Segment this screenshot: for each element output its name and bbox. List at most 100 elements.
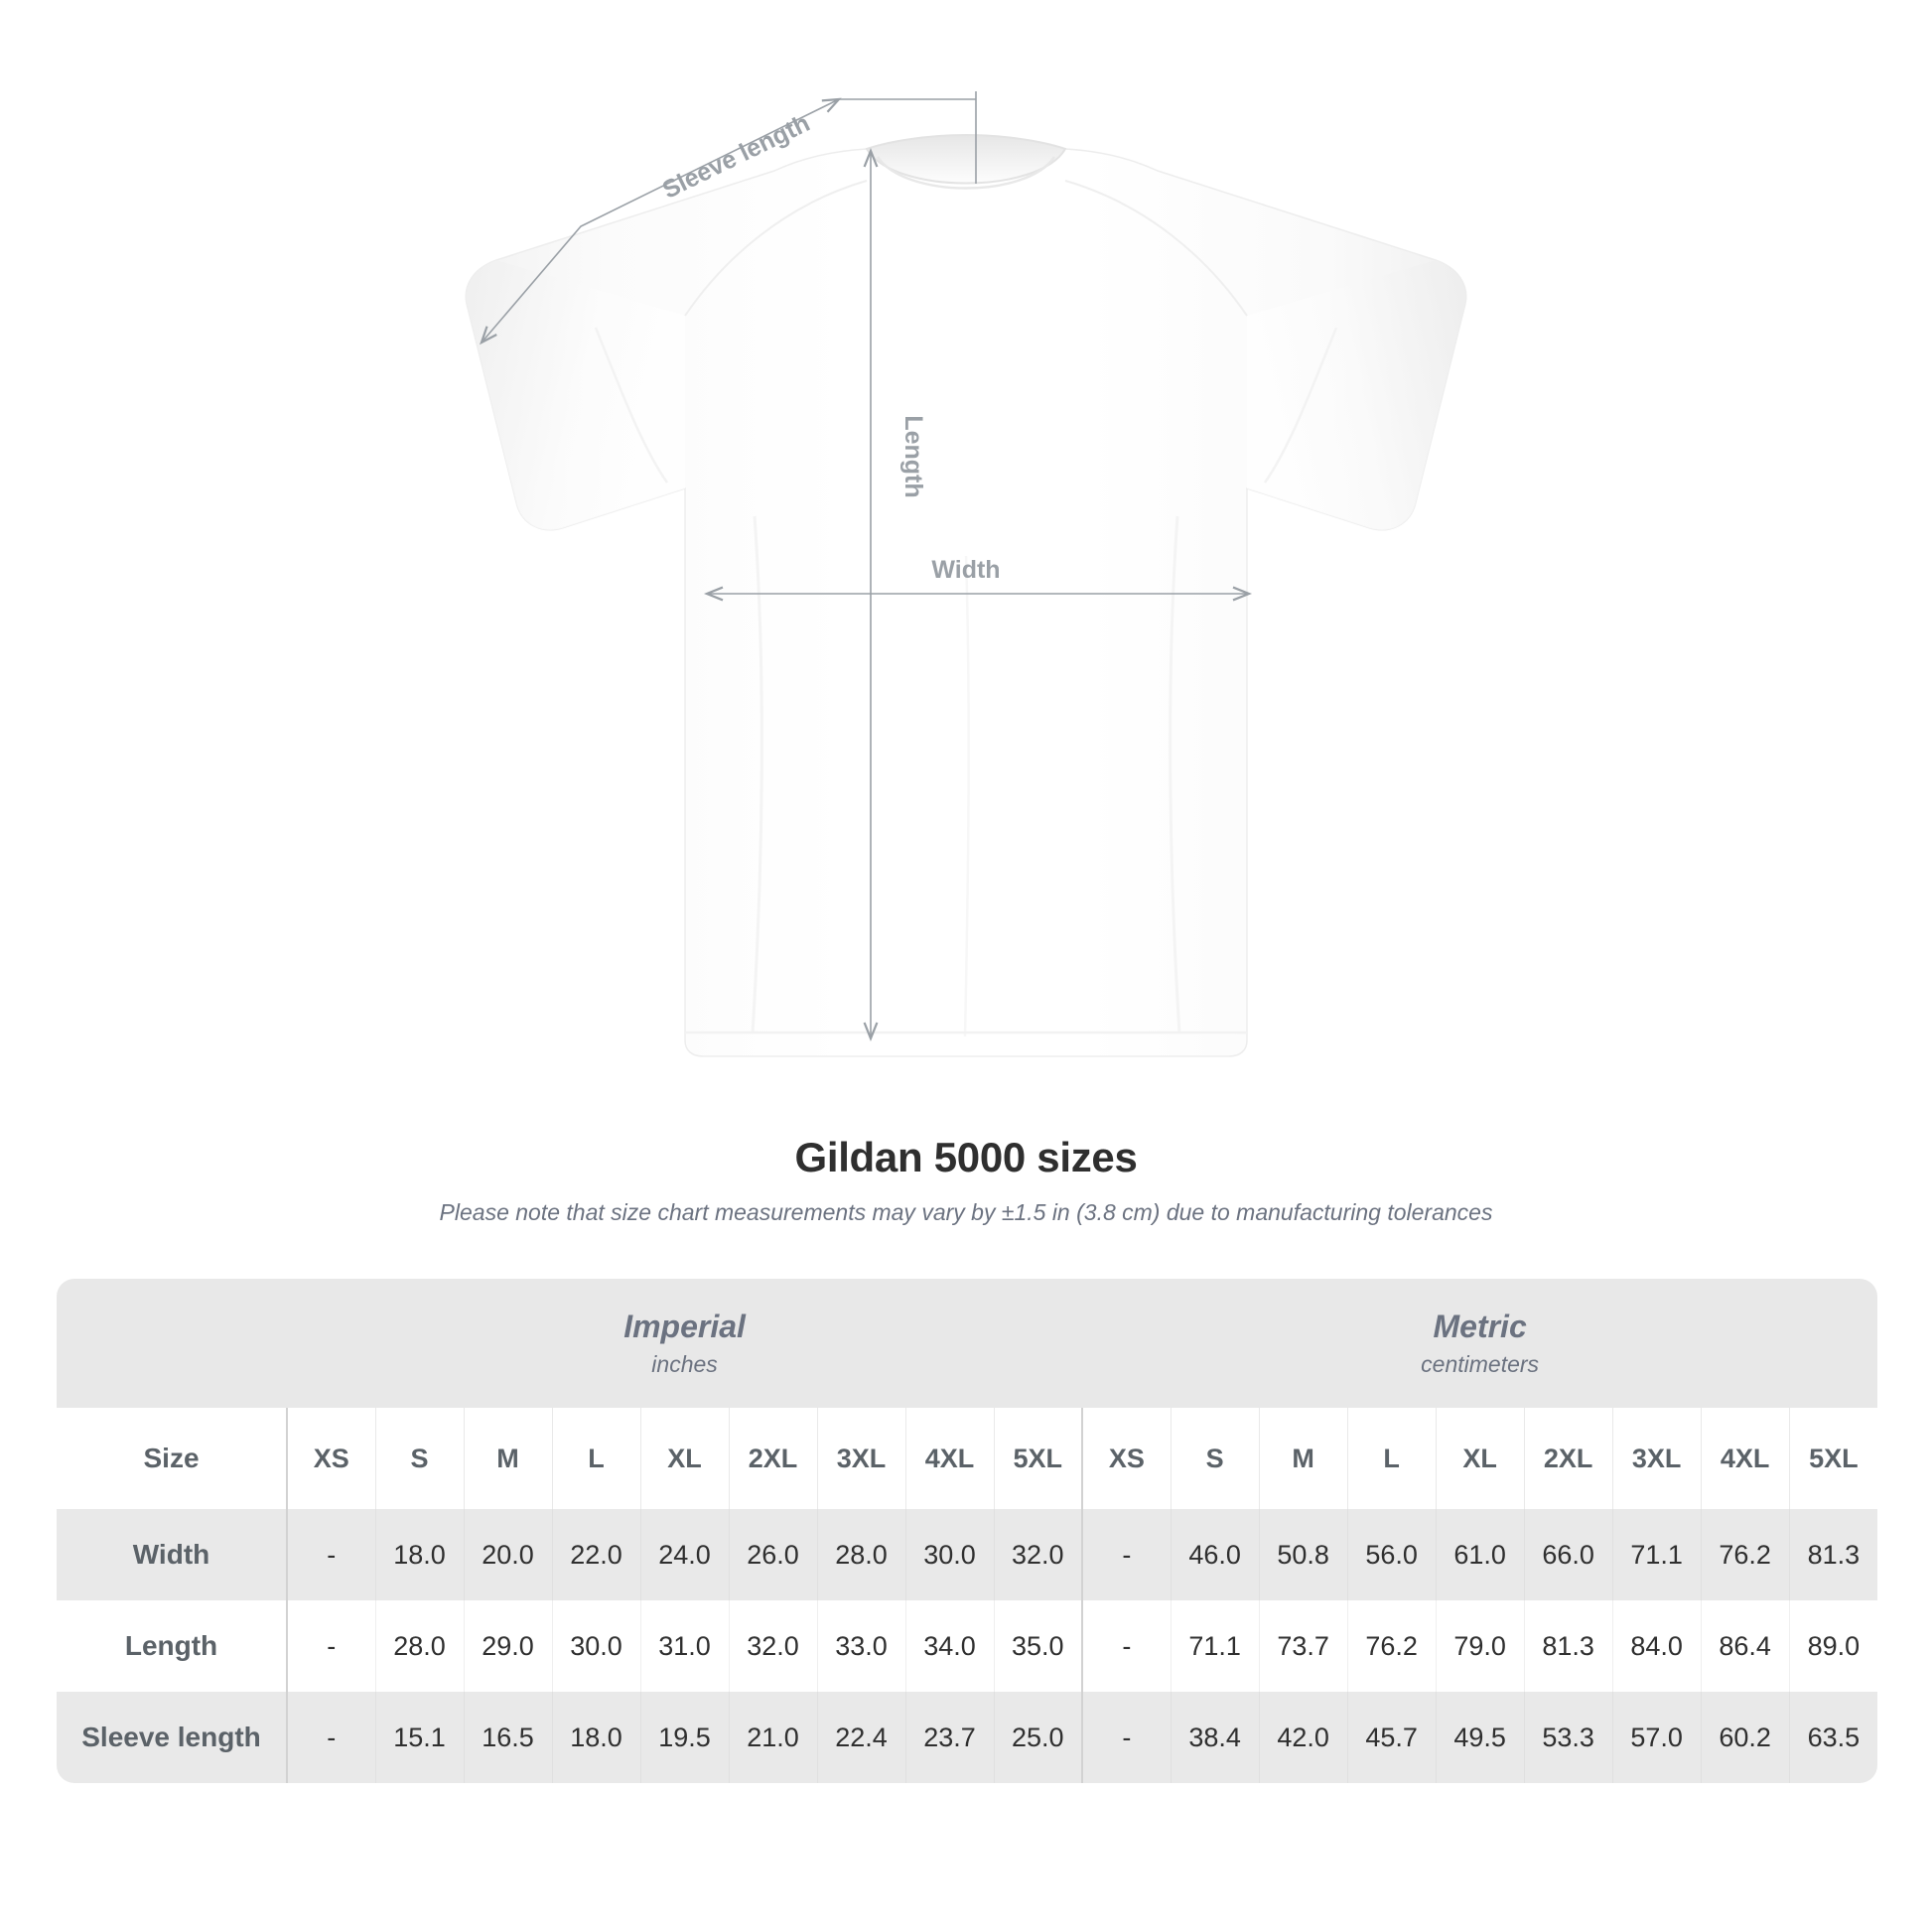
cell-length-metric-3xl: 84.0 (1612, 1600, 1702, 1692)
size-header-metric-4xl: 4XL (1701, 1408, 1790, 1509)
size-header-metric-xl: XL (1436, 1408, 1525, 1509)
size-header-imperial-5xl: 5XL (994, 1408, 1084, 1509)
cell-sleeve-metric-3xl: 57.0 (1612, 1692, 1702, 1783)
cell-length-metric-s: 71.1 (1171, 1600, 1260, 1692)
group-imperial: Imperial inches (287, 1279, 1083, 1408)
cell-width-metric-3xl: 71.1 (1612, 1509, 1702, 1600)
size-header-metric-2xl: 2XL (1524, 1408, 1613, 1509)
cell-width-imperial-xs: - (287, 1509, 376, 1600)
tolerance-note: Please note that size chart measurements… (439, 1199, 1493, 1225)
size-header-metric-m: M (1259, 1408, 1348, 1509)
header-size-label: Size (57, 1408, 288, 1509)
cell-width-imperial-m: 20.0 (464, 1509, 553, 1600)
cell-sleeve-imperial-l: 18.0 (552, 1692, 641, 1783)
group-imperial-unit: inches (651, 1350, 718, 1377)
cell-length-imperial-4xl: 34.0 (905, 1600, 995, 1692)
cell-length-imperial-2xl: 32.0 (729, 1600, 818, 1692)
size-chart-table: Imperial inches Metric centimeters Size … (57, 1279, 1878, 1783)
table-row: Length - 28.0 29.0 30.0 31.0 32.0 33.0 3… (57, 1600, 1878, 1692)
cell-width-metric-xs: - (1082, 1509, 1172, 1600)
cell-width-metric-l: 56.0 (1347, 1509, 1437, 1600)
cell-length-imperial-l: 30.0 (552, 1600, 641, 1692)
cell-sleeve-imperial-2xl: 21.0 (729, 1692, 818, 1783)
cell-sleeve-metric-xl: 49.5 (1436, 1692, 1525, 1783)
cell-sleeve-imperial-xl: 19.5 (640, 1692, 730, 1783)
cell-width-metric-s: 46.0 (1171, 1509, 1260, 1600)
cell-sleeve-imperial-3xl: 22.4 (817, 1692, 906, 1783)
size-header-imperial-s: S (375, 1408, 465, 1509)
cell-sleeve-imperial-4xl: 23.7 (905, 1692, 995, 1783)
size-header-metric-l: L (1347, 1408, 1437, 1509)
group-imperial-name: Imperial (623, 1309, 746, 1345)
cell-width-imperial-xl: 24.0 (640, 1509, 730, 1600)
cell-length-imperial-s: 28.0 (375, 1600, 465, 1692)
tshirt-illustration (465, 133, 1467, 1057)
cell-length-imperial-xl: 31.0 (640, 1600, 730, 1692)
cell-width-imperial-2xl: 26.0 (729, 1509, 818, 1600)
table-row: Width - 18.0 20.0 22.0 24.0 26.0 28.0 30… (57, 1509, 1878, 1600)
cell-length-metric-5xl: 89.0 (1789, 1600, 1878, 1692)
size-table-wrap: Imperial inches Metric centimeters Size … (57, 1279, 1878, 1783)
cell-width-metric-4xl: 76.2 (1701, 1509, 1790, 1600)
cell-width-imperial-4xl: 30.0 (905, 1509, 995, 1600)
cell-sleeve-metric-5xl: 63.5 (1789, 1692, 1878, 1783)
cell-width-imperial-3xl: 28.0 (817, 1509, 906, 1600)
size-header-row: Size XS S M L XL 2XL 3XL 4XL 5XL XS S M … (57, 1408, 1878, 1509)
cell-width-metric-2xl: 66.0 (1524, 1509, 1613, 1600)
cell-width-metric-m: 50.8 (1259, 1509, 1348, 1600)
size-header-imperial-xl: XL (640, 1408, 730, 1509)
cell-sleeve-imperial-xs: - (287, 1692, 376, 1783)
cell-length-metric-l: 76.2 (1347, 1600, 1437, 1692)
cell-sleeve-imperial-s: 15.1 (375, 1692, 465, 1783)
cell-sleeve-metric-m: 42.0 (1259, 1692, 1348, 1783)
heading-block: Gildan 5000 sizes Please note that size … (0, 1134, 1932, 1226)
cell-length-imperial-xs: - (287, 1600, 376, 1692)
cell-width-metric-5xl: 81.3 (1789, 1509, 1878, 1600)
cell-sleeve-metric-2xl: 53.3 (1524, 1692, 1613, 1783)
size-header-imperial-4xl: 4XL (905, 1408, 995, 1509)
cell-sleeve-imperial-5xl: 25.0 (994, 1692, 1084, 1783)
cell-sleeve-metric-xs: - (1082, 1692, 1172, 1783)
size-header-metric-s: S (1171, 1408, 1260, 1509)
size-header-imperial-xs: XS (287, 1408, 376, 1509)
group-metric-unit: centimeters (1421, 1350, 1540, 1377)
cell-length-metric-xl: 79.0 (1436, 1600, 1525, 1692)
unit-group-header-row: Imperial inches Metric centimeters (57, 1279, 1878, 1408)
size-header-metric-3xl: 3XL (1612, 1408, 1702, 1509)
cell-sleeve-imperial-m: 16.5 (464, 1692, 553, 1783)
cell-sleeve-metric-s: 38.4 (1171, 1692, 1260, 1783)
group-metric-name: Metric (1433, 1309, 1527, 1345)
page-title: Gildan 5000 sizes (794, 1134, 1138, 1180)
size-header-imperial-2xl: 2XL (729, 1408, 818, 1509)
row-label-sleeve-length: Sleeve length (57, 1692, 288, 1783)
cell-width-imperial-s: 18.0 (375, 1509, 465, 1600)
size-header-imperial-3xl: 3XL (817, 1408, 906, 1509)
cell-width-metric-xl: 61.0 (1436, 1509, 1525, 1600)
group-metric: Metric centimeters (1082, 1279, 1878, 1408)
size-header-metric-xs: XS (1082, 1408, 1172, 1509)
cell-length-metric-m: 73.7 (1259, 1600, 1348, 1692)
cell-length-imperial-5xl: 35.0 (994, 1600, 1084, 1692)
cell-length-metric-4xl: 86.4 (1701, 1600, 1790, 1692)
row-label-length: Length (57, 1600, 288, 1692)
row-label-width: Width (57, 1509, 288, 1600)
size-header-metric-5xl: 5XL (1789, 1408, 1878, 1509)
measurement-guides (480, 91, 1253, 1042)
cell-length-metric-xs: - (1082, 1600, 1172, 1692)
cell-length-metric-2xl: 81.3 (1524, 1600, 1613, 1692)
cell-length-imperial-m: 29.0 (464, 1600, 553, 1692)
cell-width-imperial-5xl: 32.0 (994, 1509, 1084, 1600)
tshirt-diagram: Sleeve length Length Width (465, 91, 1467, 1057)
cell-width-imperial-l: 22.0 (552, 1509, 641, 1600)
cell-sleeve-metric-4xl: 60.2 (1701, 1692, 1790, 1783)
table-row: Sleeve length - 15.1 16.5 18.0 19.5 21.0… (57, 1692, 1878, 1783)
group-blank-cell (57, 1279, 287, 1408)
size-header-imperial-l: L (552, 1408, 641, 1509)
width-label: Width (931, 556, 1000, 584)
cell-length-imperial-3xl: 33.0 (817, 1600, 906, 1692)
length-label: Length (899, 415, 927, 497)
cell-sleeve-metric-l: 45.7 (1347, 1692, 1437, 1783)
size-header-imperial-m: M (464, 1408, 553, 1509)
sleeve-length-arrow (480, 97, 842, 345)
